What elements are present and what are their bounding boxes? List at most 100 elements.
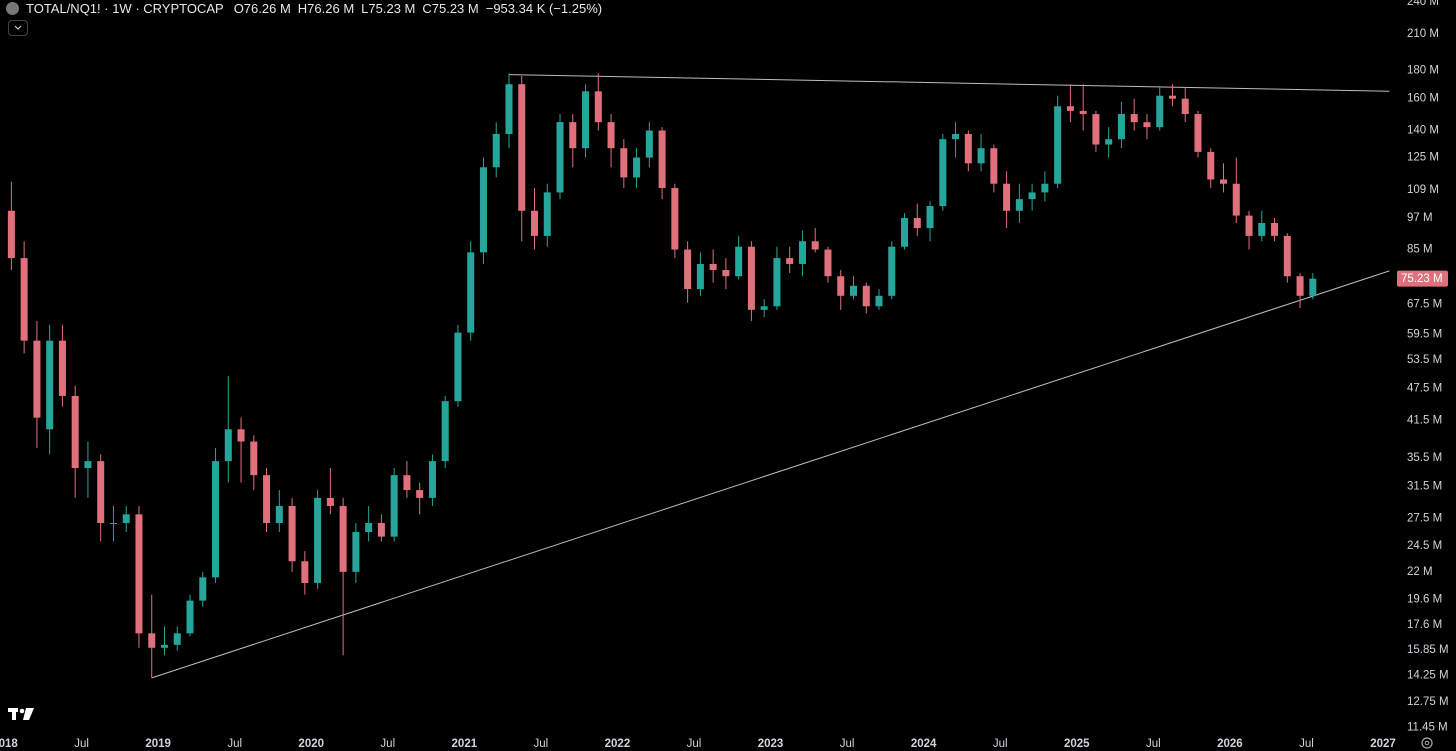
candle-body — [569, 122, 577, 149]
ohlc-value: C75.23 M — [422, 1, 479, 16]
chevron-line[interactable] — [14, 25, 22, 30]
candle-body — [1232, 183, 1240, 216]
candle-body — [582, 91, 590, 149]
candle-body — [594, 91, 602, 123]
candle-body — [467, 252, 475, 333]
candle-body — [837, 276, 845, 296]
candle-body — [20, 258, 28, 341]
candle-body — [58, 340, 66, 396]
candle-body — [556, 122, 564, 193]
candle-body — [760, 306, 768, 310]
symbol[interactable]: TOTAL/NQ1! · 1W · CRYPTOCAP — [26, 1, 224, 16]
candle-body — [1309, 278, 1317, 296]
candle-body — [326, 497, 334, 506]
y-tick-label: 14.25 M — [1407, 669, 1449, 681]
candle-body — [1194, 114, 1202, 152]
candle-body — [543, 192, 551, 236]
candle-body — [926, 206, 934, 229]
x-tick-label: Jul — [227, 738, 242, 750]
symbol-icon — [6, 2, 19, 15]
candle-body — [1041, 183, 1049, 193]
candle-body — [288, 505, 296, 562]
candle-body — [1156, 95, 1164, 128]
y-tick-label: 47.5 M — [1407, 382, 1442, 394]
x-tick-label: 2027 — [1370, 738, 1396, 750]
y-tick-label: 109 M — [1407, 184, 1439, 196]
tv-logo — [8, 708, 34, 720]
candle-body — [301, 561, 309, 583]
candle-body — [237, 429, 245, 442]
candle-body — [901, 218, 909, 247]
candle-body — [811, 241, 819, 250]
candle-body — [888, 246, 896, 296]
y-tick-label: 12.75 M — [1407, 696, 1449, 708]
candle-body — [173, 633, 181, 645]
candle-body — [1092, 114, 1100, 145]
x-tick-label: 2020 — [298, 738, 324, 750]
candle-body — [135, 514, 143, 634]
candle-body — [1258, 222, 1266, 236]
y-tick-label: 85 M — [1407, 244, 1433, 256]
x-tick-label: 2019 — [145, 738, 171, 750]
collapse-button[interactable] — [8, 20, 28, 36]
candle-body — [148, 633, 156, 648]
candle-body — [1245, 215, 1253, 236]
candle-body — [224, 429, 232, 462]
x-tick-label: Jul — [993, 738, 1008, 750]
candle-body — [109, 523, 117, 525]
ohlc-value: −953.34 K (−1.25%) — [485, 1, 603, 16]
candles — [7, 73, 1317, 678]
gear-hole[interactable] — [1424, 740, 1430, 746]
candle-body — [849, 285, 857, 296]
y-tick-label: 180 M — [1407, 65, 1439, 77]
candle-body — [773, 258, 781, 307]
candle-body — [1054, 106, 1062, 184]
candle-body — [1220, 179, 1228, 184]
legend-bar: TOTAL/NQ1! · 1W · CRYPTOCAP O76.26 M H76.… — [6, 1, 602, 16]
trendlines — [151, 74, 1390, 679]
y-tick-label: 22 M — [1407, 566, 1433, 578]
candle-body — [709, 263, 717, 271]
last-price-label: 75.23 M — [1401, 273, 1443, 285]
last-price-box — [1397, 270, 1448, 287]
y-tick-label: 160 M — [1407, 93, 1439, 105]
candle-body — [696, 263, 704, 290]
trendline — [151, 270, 1390, 679]
chevron[interactable] — [9, 21, 27, 35]
candle-body — [314, 497, 322, 583]
candle-body — [1181, 98, 1189, 115]
candle-body — [1143, 122, 1151, 128]
candle-body — [1079, 110, 1087, 115]
candle-body — [212, 461, 220, 578]
candle-body — [862, 285, 870, 307]
candle-body — [518, 84, 526, 211]
y-tick-label: 240 M — [1407, 0, 1439, 8]
candle-body — [492, 133, 500, 168]
candle-body — [1015, 199, 1023, 211]
y-tick-label: 53.5 M — [1407, 354, 1442, 366]
candle-body — [607, 122, 615, 149]
candle-body — [7, 210, 15, 259]
settings-icon[interactable] — [1421, 737, 1433, 749]
y-tick-label: 11.45 M — [1407, 722, 1448, 734]
candle-body — [1296, 276, 1304, 296]
candle-body — [875, 295, 883, 307]
logo-part — [19, 708, 25, 714]
candle-body — [479, 167, 487, 253]
candle-body — [645, 130, 653, 158]
candle-body — [1283, 235, 1291, 277]
candle-body — [684, 249, 692, 290]
candle-body — [658, 130, 666, 189]
candle-body — [786, 258, 794, 264]
candle-body — [952, 133, 960, 140]
candle-body — [1168, 95, 1176, 99]
y-tick-label: 35.5 M — [1407, 452, 1442, 464]
candle-body — [46, 340, 54, 430]
candle-body — [722, 270, 730, 277]
y-tick-label: 19.6 M — [1407, 593, 1442, 605]
candle-body — [33, 340, 41, 418]
ohlc-value: H76.26 M — [297, 1, 355, 16]
gear[interactable] — [1421, 737, 1433, 749]
trendline — [508, 74, 1390, 92]
